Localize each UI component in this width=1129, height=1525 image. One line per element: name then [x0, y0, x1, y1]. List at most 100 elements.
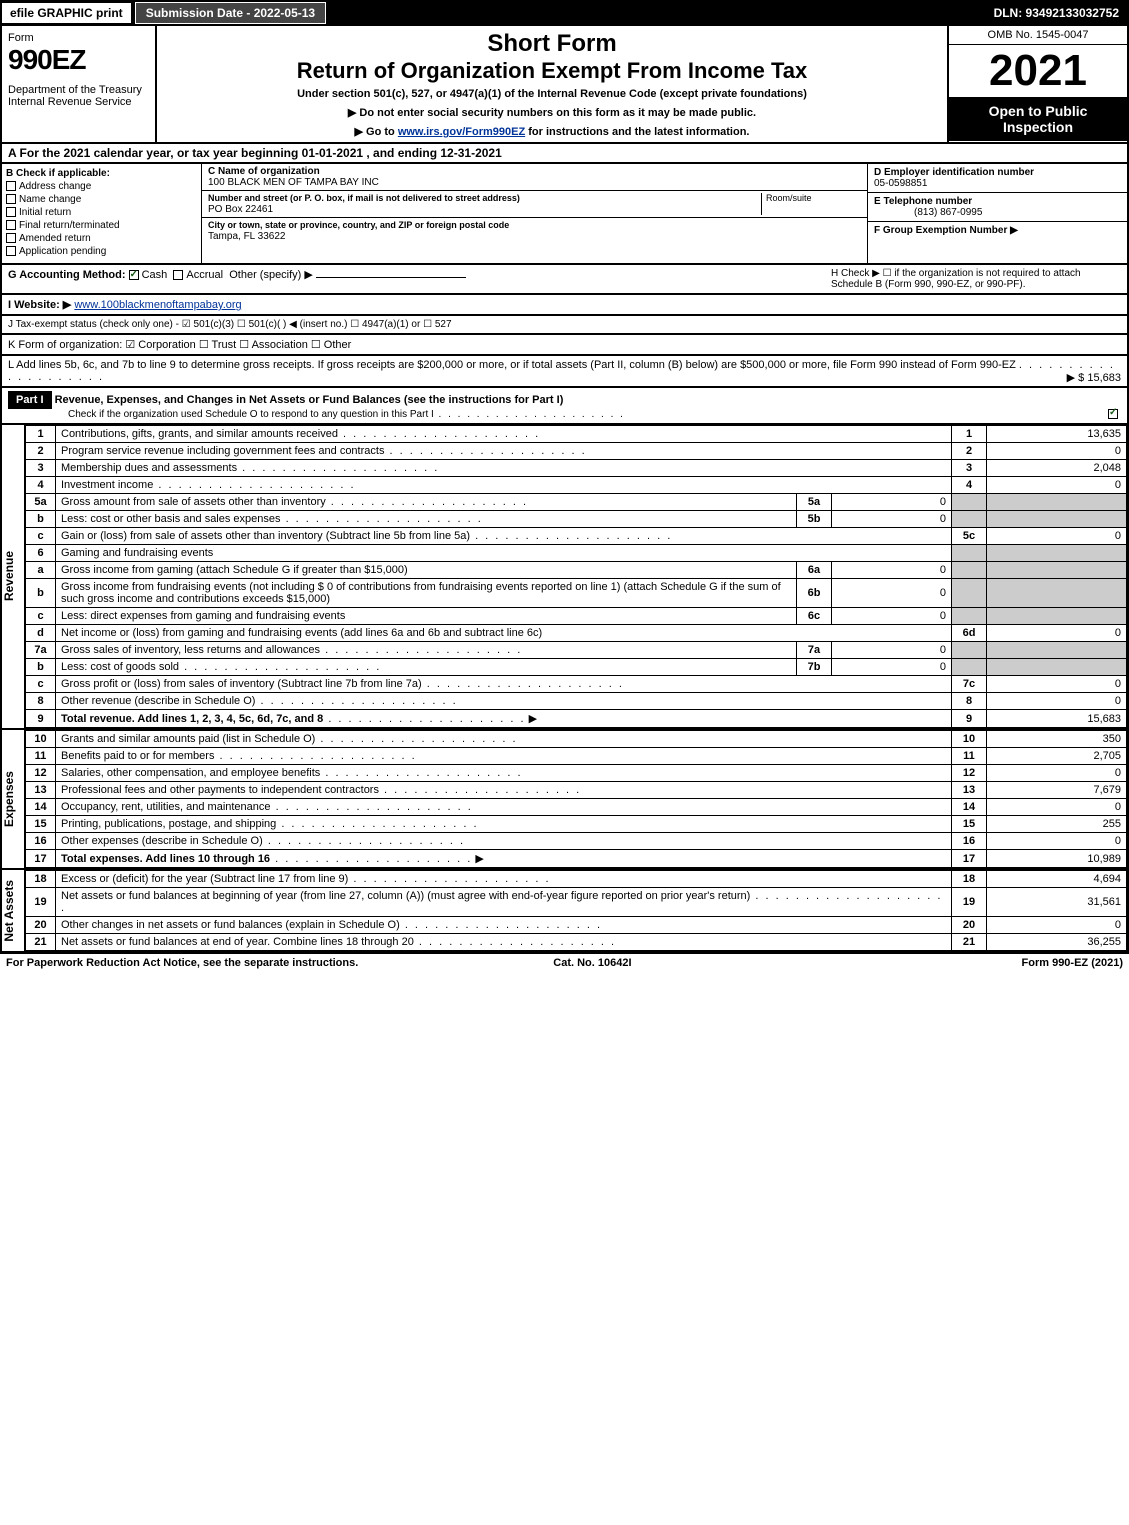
info-block: B Check if applicable: Address change Na… — [0, 164, 1129, 265]
section-a: A For the 2021 calendar year, or tax yea… — [0, 144, 1129, 164]
cb-schedule-o[interactable] — [1108, 409, 1118, 419]
line-5a: 5aGross amount from sale of assets other… — [26, 494, 1127, 511]
cb-amended[interactable]: Amended return — [6, 233, 197, 244]
footer-center: Cat. No. 10642I — [553, 957, 631, 969]
section-c: C Name of organization 100 BLACK MEN OF … — [202, 164, 867, 263]
footer-left: For Paperwork Reduction Act Notice, see … — [6, 957, 358, 969]
e-tel-label: E Telephone number — [874, 196, 972, 207]
subtitle: Under section 501(c), 527, or 4947(a)(1)… — [165, 88, 939, 100]
header-center: Short Form Return of Organization Exempt… — [157, 26, 947, 142]
part-1-title: Revenue, Expenses, and Changes in Net As… — [55, 394, 564, 406]
line-6c: cLess: direct expenses from gaming and f… — [26, 608, 1127, 625]
line-19: 19Net assets or fund balances at beginni… — [26, 888, 1127, 917]
tel-value: (813) 867-0995 — [874, 207, 982, 218]
page-footer: For Paperwork Reduction Act Notice, see … — [0, 953, 1129, 972]
cb-accrual[interactable] — [173, 270, 183, 280]
line-6d: dNet income or (loss) from gaming and fu… — [26, 625, 1127, 642]
irs-link[interactable]: www.irs.gov/Form990EZ — [398, 126, 525, 138]
g-h-row: G Accounting Method: Cash Accrual Other … — [0, 265, 1129, 295]
netassets-label: Net Assets — [2, 880, 24, 942]
room-label: Room/suite — [766, 193, 812, 203]
cb-address-change[interactable]: Address change — [6, 181, 197, 192]
line-5c: cGain or (loss) from sale of assets othe… — [26, 528, 1127, 545]
line-4: 4Investment income40 — [26, 477, 1127, 494]
dln: DLN: 93492133032752 — [986, 3, 1127, 23]
cb-application-pending[interactable]: Application pending — [6, 246, 197, 257]
part-1-badge: Part I — [8, 391, 52, 409]
line-2: 2Program service revenue including gover… — [26, 443, 1127, 460]
c-city-label: City or town, state or province, country… — [208, 220, 509, 230]
line-9: 9Total revenue. Add lines 1, 2, 3, 4, 5c… — [26, 710, 1127, 728]
submission-date: Submission Date - 2022-05-13 — [135, 2, 326, 24]
note-1: ▶ Do not enter social security numbers o… — [165, 106, 939, 119]
org-address: PO Box 22461 — [208, 204, 273, 215]
org-name: 100 BLACK MEN OF TAMPA BAY INC — [208, 177, 379, 188]
line-8: 8Other revenue (describe in Schedule O)8… — [26, 693, 1127, 710]
line-6b: bGross income from fundraising events (n… — [26, 579, 1127, 608]
line-5b: bLess: cost or other basis and sales exp… — [26, 511, 1127, 528]
inspection-badge: Open to Public Inspection — [949, 97, 1127, 141]
ein-value: 05-0598851 — [874, 178, 927, 189]
b-label: B Check if applicable: — [6, 168, 197, 179]
k-line: K Form of organization: ☑ Corporation ☐ … — [0, 335, 1129, 356]
org-city: Tampa, FL 33622 — [208, 231, 285, 242]
cb-cash[interactable] — [129, 270, 139, 280]
top-bar: efile GRAPHIC print Submission Date - 20… — [0, 0, 1129, 26]
d-ein-label: D Employer identification number — [874, 167, 1034, 178]
line-17: 17Total expenses. Add lines 10 through 1… — [26, 850, 1127, 868]
g-label: G Accounting Method: — [8, 269, 126, 281]
return-title: Return of Organization Exempt From Incom… — [165, 58, 939, 84]
website-link[interactable]: www.100blackmenoftampabay.org — [74, 299, 241, 311]
netassets-section: Net Assets 18Excess or (deficit) for the… — [0, 870, 1129, 953]
line-7a: 7aGross sales of inventory, less returns… — [26, 642, 1127, 659]
netassets-table: 18Excess or (deficit) for the year (Subt… — [25, 870, 1127, 951]
line-7c: cGross profit or (loss) from sales of in… — [26, 676, 1127, 693]
line-3: 3Membership dues and assessments32,048 — [26, 460, 1127, 477]
line-11: 11Benefits paid to or for members112,705 — [26, 748, 1127, 765]
expenses-label: Expenses — [2, 771, 24, 827]
part-1-header: Part I Revenue, Expenses, and Changes in… — [0, 388, 1129, 425]
revenue-table: 1Contributions, gifts, grants, and simil… — [25, 425, 1127, 728]
cb-initial-return[interactable]: Initial return — [6, 207, 197, 218]
line-6a: aGross income from gaming (attach Schedu… — [26, 562, 1127, 579]
line-15: 15Printing, publications, postage, and s… — [26, 816, 1127, 833]
cb-name-change[interactable]: Name change — [6, 194, 197, 205]
c-addr-label: Number and street (or P. O. box, if mail… — [208, 193, 520, 203]
c-name-label: C Name of organization — [208, 166, 320, 177]
form-number: 990EZ — [8, 44, 149, 76]
revenue-section: Revenue 1Contributions, gifts, grants, a… — [0, 425, 1129, 730]
form-header: Form 990EZ Department of the Treasury In… — [0, 26, 1129, 144]
efile-print[interactable]: efile GRAPHIC print — [2, 3, 131, 23]
line-6: 6Gaming and fundraising events — [26, 545, 1127, 562]
i-line: I Website: ▶ www.100blackmenoftampabay.o… — [0, 295, 1129, 316]
note-2: ▶ Go to www.irs.gov/Form990EZ for instru… — [165, 125, 939, 138]
short-form-title: Short Form — [165, 30, 939, 58]
line-18: 18Excess or (deficit) for the year (Subt… — [26, 871, 1127, 888]
header-left: Form 990EZ Department of the Treasury In… — [2, 26, 157, 142]
tax-year: 2021 — [949, 45, 1127, 97]
line-20: 20Other changes in net assets or fund ba… — [26, 917, 1127, 934]
line-1: 1Contributions, gifts, grants, and simil… — [26, 426, 1127, 443]
header-right: OMB No. 1545-0047 2021 Open to Public In… — [947, 26, 1127, 142]
line-10: 10Grants and similar amounts paid (list … — [26, 731, 1127, 748]
section-def: D Employer identification number 05-0598… — [867, 164, 1127, 263]
expenses-table: 10Grants and similar amounts paid (list … — [25, 730, 1127, 868]
j-line: J Tax-exempt status (check only one) - ☑… — [0, 316, 1129, 335]
expenses-section: Expenses 10Grants and similar amounts pa… — [0, 730, 1129, 870]
section-b: B Check if applicable: Address change Na… — [2, 164, 202, 263]
line-14: 14Occupancy, rent, utilities, and mainte… — [26, 799, 1127, 816]
line-7b: bLess: cost of goods sold7b0 — [26, 659, 1127, 676]
line-16: 16Other expenses (describe in Schedule O… — [26, 833, 1127, 850]
omb-number: OMB No. 1545-0047 — [949, 26, 1127, 45]
line-13: 13Professional fees and other payments t… — [26, 782, 1127, 799]
f-group-label: F Group Exemption Number ▶ — [874, 225, 1018, 236]
revenue-label: Revenue — [2, 551, 24, 601]
cb-final-return[interactable]: Final return/terminated — [6, 220, 197, 231]
footer-right: Form 990-EZ (2021) — [1022, 957, 1123, 969]
line-12: 12Salaries, other compensation, and empl… — [26, 765, 1127, 782]
form-label: Form — [8, 32, 149, 44]
dept-label: Department of the Treasury Internal Reve… — [8, 84, 149, 108]
line-21: 21Net assets or fund balances at end of … — [26, 934, 1127, 951]
l-line: L Add lines 5b, 6c, and 7b to line 9 to … — [0, 356, 1129, 388]
h-line: H Check ▶ ☐ if the organization is not r… — [821, 268, 1121, 290]
